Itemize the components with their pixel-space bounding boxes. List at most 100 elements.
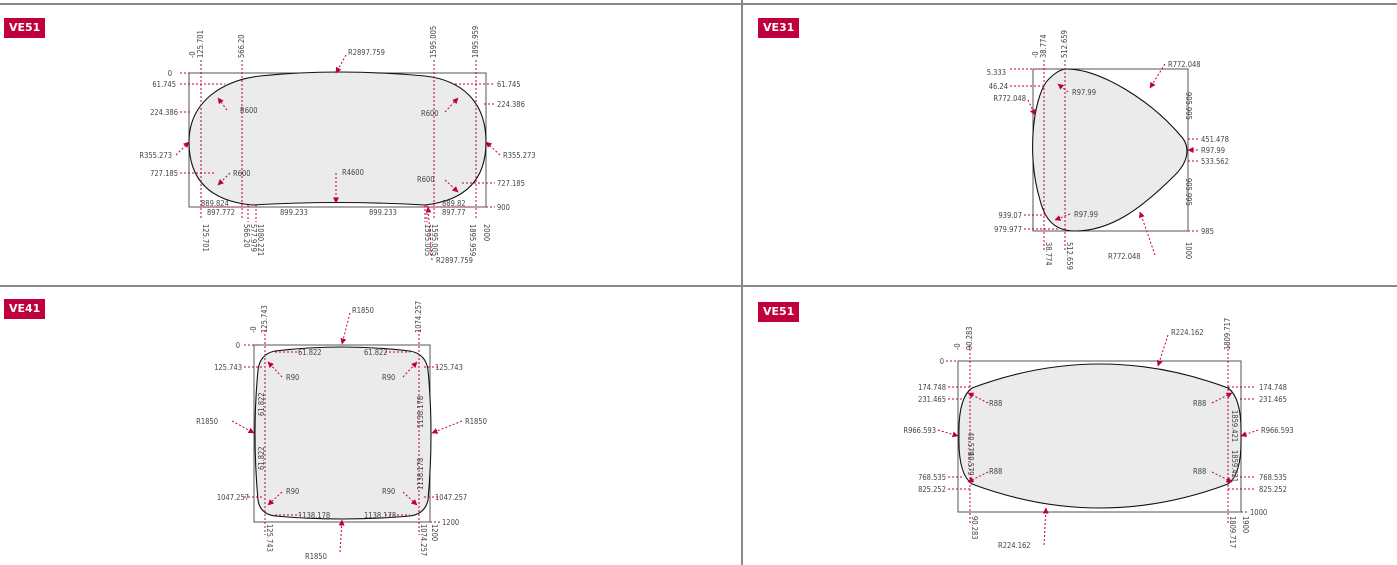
dim-bot-v1: 125.701: [201, 224, 210, 252]
ellipse-outline: [958, 363, 1242, 509]
dim-vl2: 40.579: [966, 452, 975, 476]
dim-r90-b: R90: [382, 373, 395, 382]
dim-radius-right: R966.593: [1261, 426, 1294, 435]
dim-y1: 61.745: [152, 80, 176, 89]
dim-451: 451.478: [1201, 135, 1229, 144]
dim-y2-right: 231.465: [1259, 395, 1287, 404]
dim-vl1: 40.579: [966, 432, 975, 456]
dim-top-t2: 125.701: [196, 30, 205, 58]
dim-bot-v5: 1595.005: [423, 224, 432, 256]
dim-vr1: 1138.178: [416, 396, 425, 428]
dim-bot-v8: 2000: [482, 224, 491, 241]
dim-top-t1: -0: [188, 51, 197, 58]
panel-title-1: VE51: [4, 18, 46, 38]
dim-top-t5: 1895.959: [471, 26, 480, 58]
oval-outline: [188, 71, 487, 206]
dim-yl2: 979.977: [994, 225, 1022, 234]
dim-top-t1: 125.743: [260, 305, 269, 333]
dim-y5-right: 900: [497, 203, 510, 212]
dim-y1: 174.748: [918, 383, 946, 392]
dim-radius-right: R1850: [465, 417, 487, 426]
dim-radius-bottom-arc: R4600: [342, 168, 364, 177]
dim-y4-right: 768.535: [1259, 473, 1287, 482]
dim-y4-right: 727.185: [497, 179, 525, 188]
dim-y1-right: 125.743: [435, 363, 463, 372]
panel-title-2: VE31: [758, 18, 800, 38]
dim-b6: 897.77: [442, 208, 466, 217]
dim-r97-c: R97.99: [1074, 210, 1098, 219]
dim-bot-b1: 38.774: [1044, 242, 1053, 266]
dim-bot-v4: 1080.221: [256, 224, 265, 256]
dim-bot-v2: 566.20: [242, 224, 251, 248]
dim-radius-right: R355.273: [503, 151, 536, 160]
dim-vl1: 61.822: [257, 392, 266, 416]
dim-radius-bottom: R772.048: [1108, 252, 1141, 261]
dim-r600-d: R600: [417, 175, 435, 184]
top-border: [0, 3, 1397, 5]
dim-radius-left: R772.048: [993, 94, 1026, 103]
dim-b3: 899.233: [280, 208, 308, 217]
panel-ve41: 0 125.743 R1850 1047.257 125.743 R1850 1…: [196, 301, 487, 561]
dim-r90-c: R90: [286, 487, 299, 496]
dim-b2: 897.772: [207, 208, 235, 217]
dim-y2: 231.465: [918, 395, 946, 404]
dim-top-t1: 38.774: [1039, 34, 1048, 58]
dim-top-t0: -0: [953, 343, 962, 350]
dim-radius-left: R966.593: [903, 426, 936, 435]
dim-985: 985: [1201, 227, 1214, 236]
dim-r88-a: R88: [989, 399, 1002, 408]
dim-y4: 768.535: [918, 473, 946, 482]
dim-top-t2: 1074.257: [414, 301, 423, 333]
dim-r88-c: R88: [989, 467, 1002, 476]
dim-r88-d: R88: [1193, 467, 1206, 476]
dim-vl2: 61.822: [257, 446, 266, 470]
middle-divider: [0, 285, 1397, 287]
rounded-square-outline: [254, 346, 432, 520]
dim-top-t2: 1809.717: [1223, 318, 1232, 350]
dim-h1: 61.822: [298, 348, 322, 357]
dim-top-t2: 512.659: [1060, 30, 1069, 58]
dim-bot-v7: 1895.959: [468, 224, 477, 256]
dim-vr2: 1138.178: [416, 458, 425, 490]
dim-top-t3: 566.20: [237, 34, 246, 58]
dim-vr2: 1859.421: [1230, 450, 1239, 482]
dim-r90-a: R90: [286, 373, 299, 382]
dim-right-v1: 905.995: [1184, 92, 1193, 120]
dim-bot-b3: 1900: [1241, 516, 1250, 533]
dim-h4: 1138.178: [364, 511, 396, 520]
dim-y1: 46.24: [989, 82, 1008, 91]
dim-y2: 224.386: [150, 108, 178, 117]
dim-y3: 1047.257: [217, 493, 249, 502]
dim-y1-right: 174.748: [1259, 383, 1287, 392]
dim-y0: 0: [168, 69, 172, 78]
dim-y1-right: 61.745: [497, 80, 521, 89]
dim-y4: 727.185: [150, 169, 178, 178]
dim-bot-b2: 512.659: [1065, 242, 1074, 270]
dim-y1: 125.743: [214, 363, 242, 372]
panel-ve31: 5.333 46.24 R772.048 R97.99 R772.048 451…: [987, 30, 1229, 270]
dim-533: 533.562: [1201, 157, 1229, 166]
panel-title-4: VE51: [758, 302, 800, 322]
dim-top-t0: -0: [249, 326, 258, 333]
dim-bot-b2: 1074.257: [419, 524, 428, 556]
dim-y3-right: 1047.257: [435, 493, 467, 502]
dim-y5-right: 825.252: [1259, 485, 1287, 494]
dim-y0: 0: [236, 341, 240, 350]
dim-bot-b1: 125.743: [265, 524, 274, 552]
dim-y6-right: 1000: [1250, 508, 1267, 517]
dim-radius-bottom: R2897.759: [436, 256, 473, 265]
panel-ve51-a: 0 61.745 224.386 R355.273 727.185 61.745…: [139, 26, 535, 265]
dim-radius-left: R355.273: [139, 151, 172, 160]
dim-h2: 61.822: [364, 348, 388, 357]
dim-radius-bottom: R1850: [305, 552, 327, 561]
dim-r600-c: R600: [421, 109, 439, 118]
dim-top-t0: -0: [1031, 51, 1040, 58]
triangle-outline: [1032, 68, 1188, 232]
dim-radius-top-right: R772.048: [1168, 60, 1201, 69]
dim-y2-right: 224.386: [497, 100, 525, 109]
dim-bot-b3: 1200: [430, 524, 439, 541]
dim-top-t1: 90.283: [965, 326, 974, 350]
dim-r90-d: R90: [382, 487, 395, 496]
